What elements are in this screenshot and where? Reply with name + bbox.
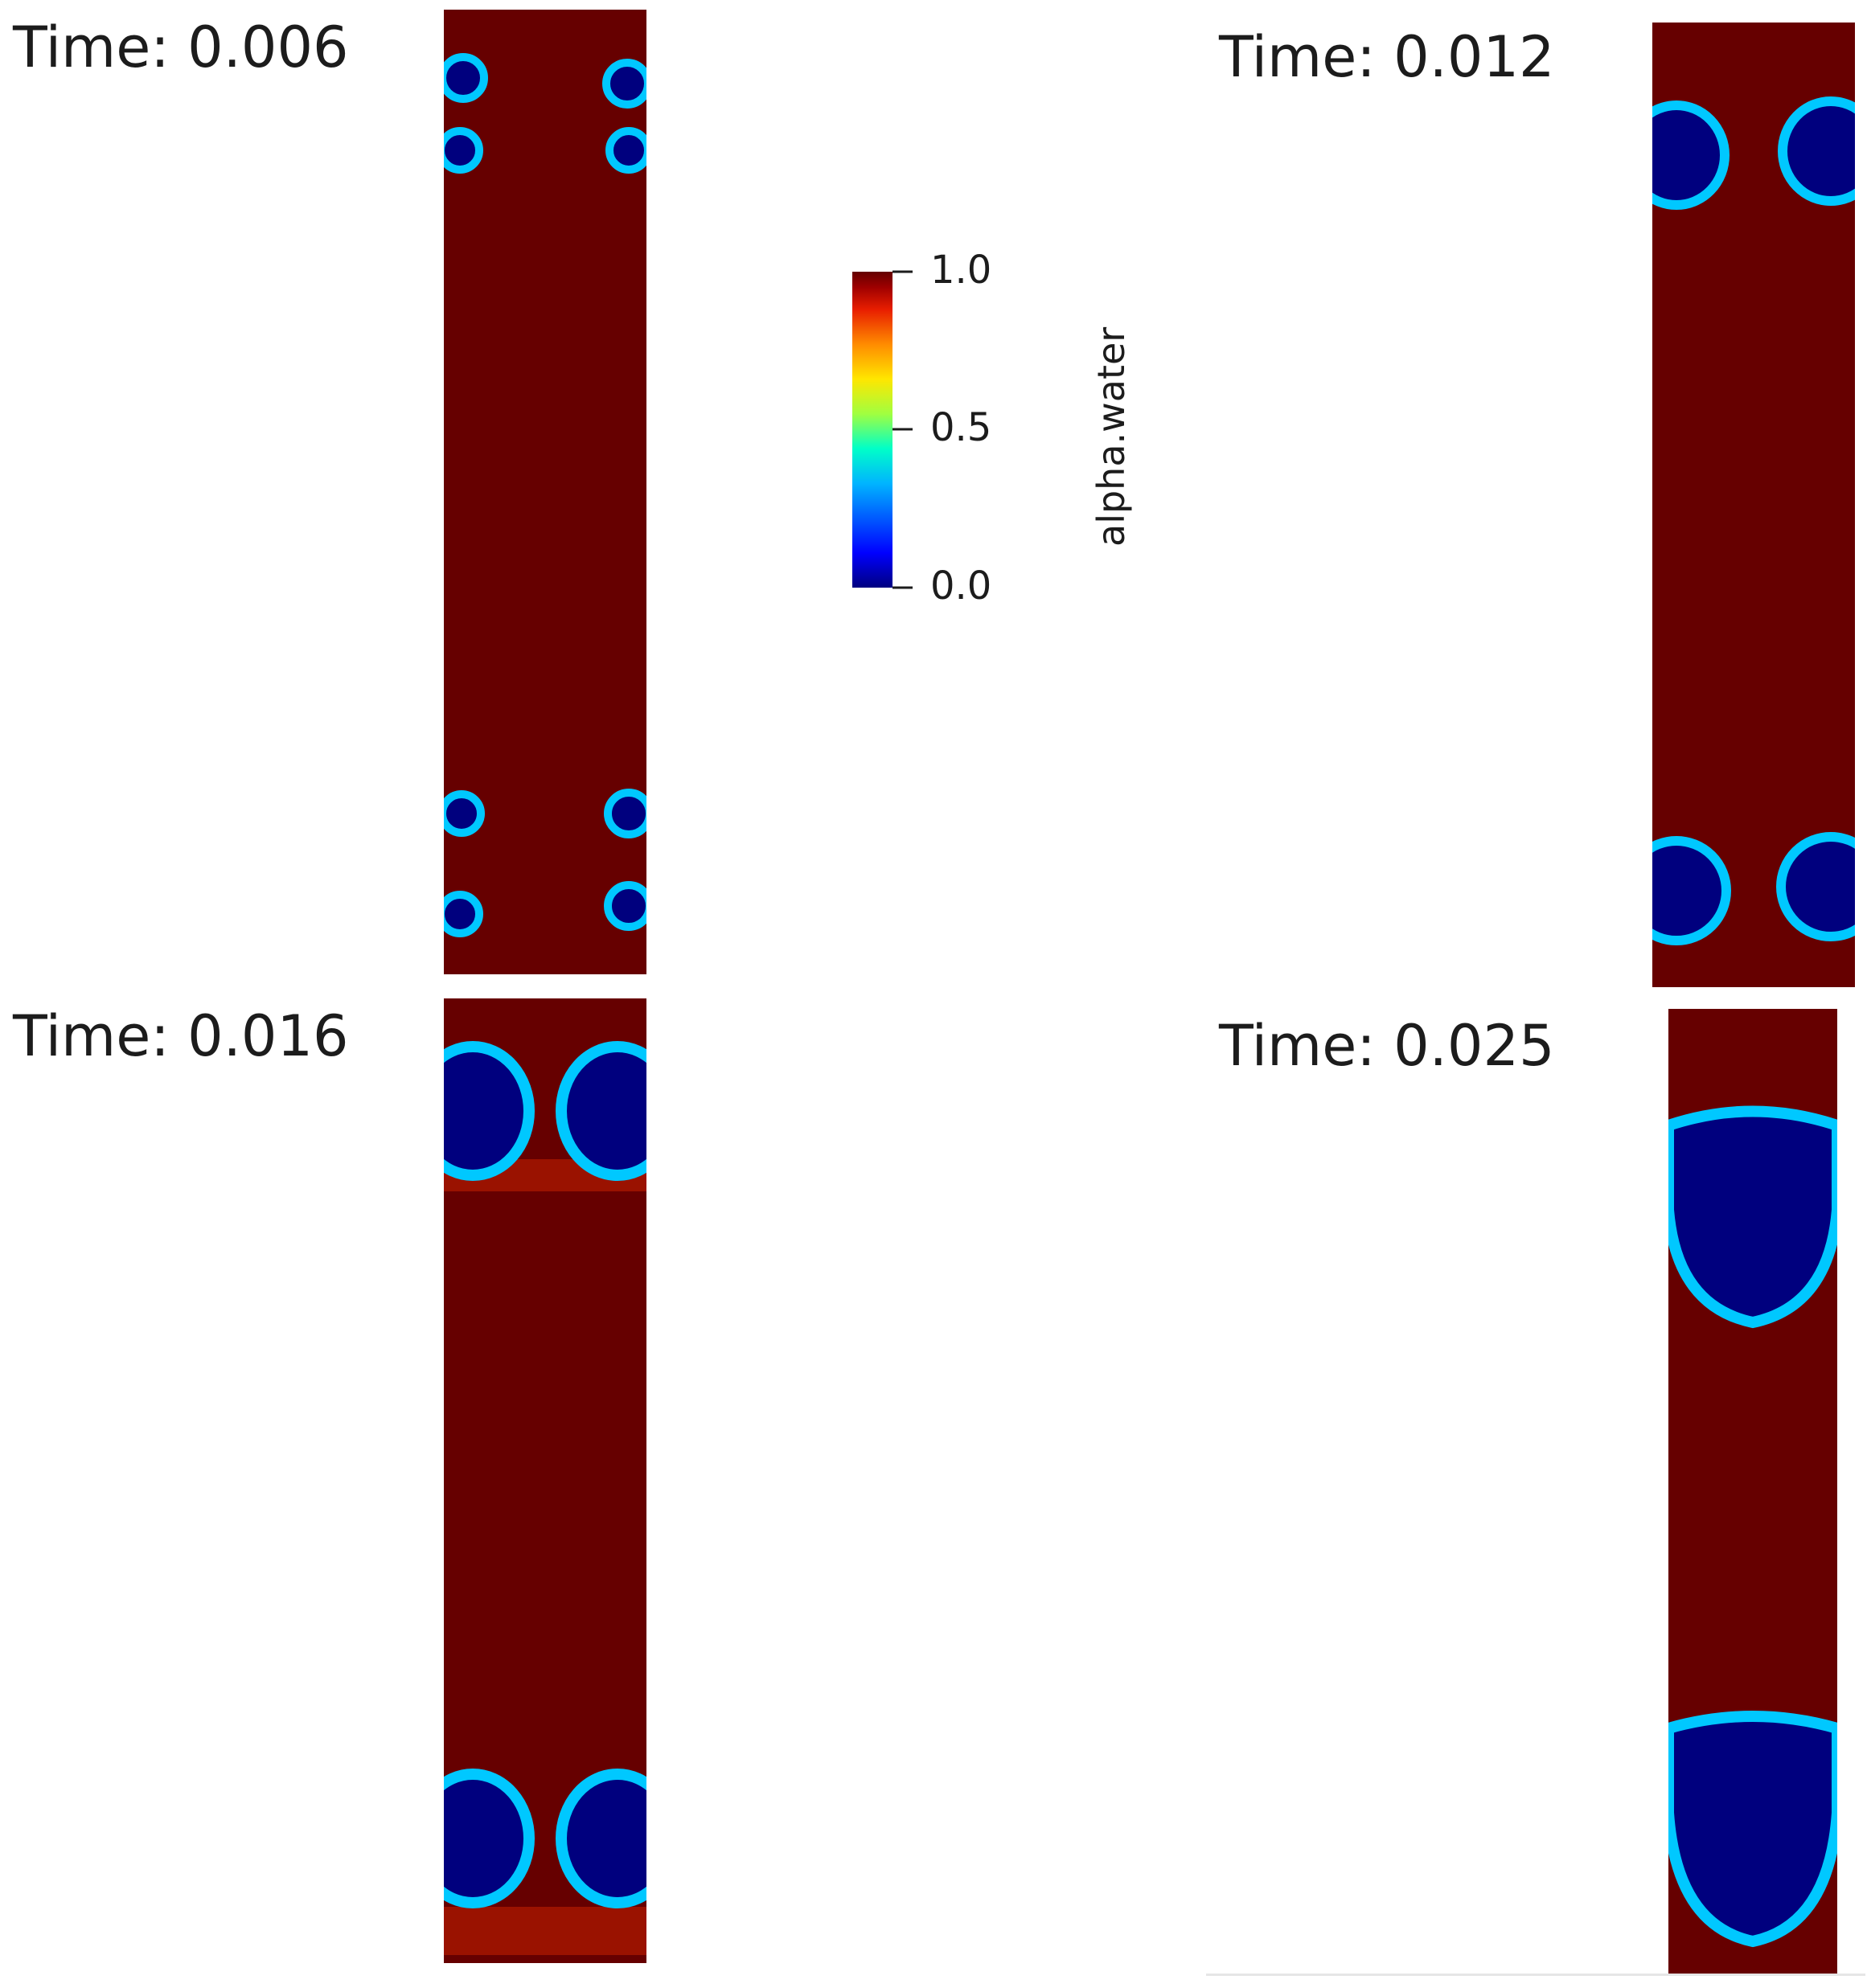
time-label-2: Time: 0.012 (1219, 24, 1555, 90)
simulation-panel-2 (1652, 23, 1855, 987)
time-label-4: Time: 0.025 (1219, 1013, 1555, 1079)
bubbles (444, 1041, 646, 1908)
colorbar-label-mid: 0.5 (930, 405, 992, 450)
colorbar-label-min: 0.0 (930, 564, 992, 609)
time-label-1: Time: 0.006 (13, 14, 349, 80)
simulation-panel-1 (444, 10, 646, 974)
simulation-panel-3 (444, 998, 646, 1963)
colorbar-title: alpha.water (1089, 326, 1133, 547)
simulation-panel-4 (1668, 1009, 1837, 1974)
colorbar-gradient (852, 272, 892, 588)
bubbles (444, 53, 646, 937)
divider (1206, 1974, 1865, 1976)
time-label-3: Time: 0.016 (13, 1003, 349, 1069)
colorbar-label-max: 1.0 (930, 248, 992, 293)
bubbles (1668, 1105, 1837, 1948)
bubbles (1652, 96, 1855, 945)
